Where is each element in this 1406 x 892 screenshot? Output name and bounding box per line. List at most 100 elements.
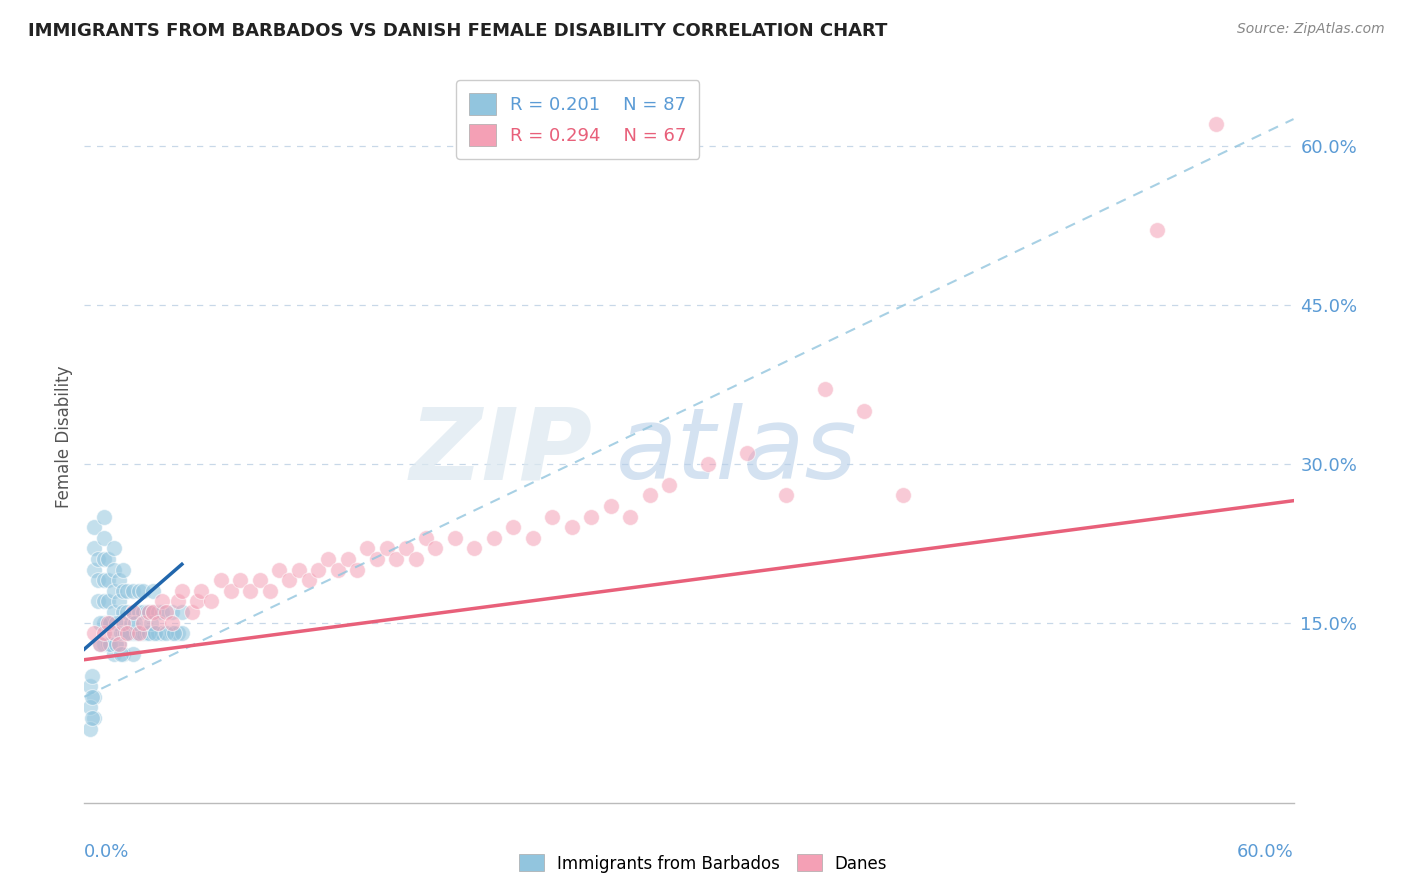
Point bbox=[444, 531, 467, 545]
Point bbox=[89, 637, 111, 651]
Point bbox=[143, 626, 166, 640]
Point bbox=[83, 541, 105, 556]
Point bbox=[128, 605, 150, 619]
Point bbox=[138, 626, 160, 640]
Point bbox=[167, 594, 190, 608]
Legend: R = 0.201    N = 87, R = 0.294    N = 67: R = 0.201 N = 87, R = 0.294 N = 67 bbox=[456, 80, 699, 159]
Point bbox=[697, 457, 720, 471]
Point bbox=[79, 700, 101, 714]
Point bbox=[98, 637, 121, 651]
Point bbox=[186, 594, 208, 608]
Point bbox=[658, 477, 681, 491]
Point bbox=[190, 583, 212, 598]
Point bbox=[209, 573, 232, 587]
Point bbox=[93, 552, 115, 566]
Point bbox=[170, 583, 193, 598]
Point bbox=[108, 637, 131, 651]
Point bbox=[142, 605, 165, 619]
Point bbox=[814, 383, 837, 397]
Point bbox=[163, 626, 186, 640]
Point bbox=[1146, 223, 1168, 237]
Point bbox=[98, 615, 121, 630]
Point bbox=[128, 626, 150, 640]
Point bbox=[638, 488, 661, 502]
Point bbox=[97, 573, 120, 587]
Point bbox=[561, 520, 583, 534]
Point bbox=[200, 594, 222, 608]
Point bbox=[83, 711, 105, 725]
Point bbox=[1205, 117, 1227, 131]
Point bbox=[346, 563, 368, 577]
Point bbox=[117, 626, 139, 640]
Point bbox=[298, 573, 321, 587]
Point bbox=[219, 583, 242, 598]
Point bbox=[118, 626, 141, 640]
Point bbox=[288, 563, 311, 577]
Text: 60.0%: 60.0% bbox=[1237, 843, 1294, 861]
Point bbox=[89, 637, 111, 651]
Point bbox=[103, 626, 125, 640]
Point bbox=[114, 626, 136, 640]
Point bbox=[122, 605, 145, 619]
Legend: Immigrants from Barbados, Danes: Immigrants from Barbados, Danes bbox=[512, 847, 894, 880]
Point bbox=[316, 552, 339, 566]
Point bbox=[108, 637, 131, 651]
Point bbox=[395, 541, 418, 556]
Point bbox=[249, 573, 271, 587]
Point bbox=[112, 648, 135, 662]
Text: Source: ZipAtlas.com: Source: ZipAtlas.com bbox=[1237, 22, 1385, 37]
Point bbox=[737, 446, 759, 460]
Point bbox=[128, 583, 150, 598]
Point bbox=[108, 615, 131, 630]
Point bbox=[385, 552, 408, 566]
Point bbox=[160, 615, 183, 630]
Point bbox=[93, 615, 115, 630]
Point bbox=[375, 541, 398, 556]
Point bbox=[122, 626, 145, 640]
Point bbox=[581, 509, 603, 524]
Point bbox=[103, 563, 125, 577]
Point bbox=[160, 605, 183, 619]
Point bbox=[155, 605, 177, 619]
Point bbox=[160, 626, 183, 640]
Point bbox=[125, 626, 148, 640]
Point bbox=[148, 605, 170, 619]
Point bbox=[180, 605, 202, 619]
Point bbox=[93, 573, 115, 587]
Point bbox=[463, 541, 485, 556]
Point bbox=[117, 605, 139, 619]
Point bbox=[155, 626, 177, 640]
Point bbox=[120, 615, 142, 630]
Point bbox=[356, 541, 378, 556]
Point bbox=[170, 605, 193, 619]
Point bbox=[112, 626, 135, 640]
Point bbox=[104, 637, 127, 651]
Point bbox=[103, 626, 125, 640]
Point bbox=[112, 615, 135, 630]
Point bbox=[122, 605, 145, 619]
Point bbox=[132, 583, 155, 598]
Point bbox=[117, 583, 139, 598]
Point bbox=[148, 626, 170, 640]
Point bbox=[112, 563, 135, 577]
Point bbox=[87, 594, 110, 608]
Point bbox=[170, 626, 193, 640]
Point bbox=[82, 711, 104, 725]
Point bbox=[93, 509, 115, 524]
Point bbox=[97, 637, 120, 651]
Point bbox=[142, 626, 165, 640]
Point bbox=[97, 594, 120, 608]
Point bbox=[150, 626, 173, 640]
Point bbox=[82, 690, 104, 704]
Point bbox=[83, 690, 105, 704]
Point bbox=[600, 499, 623, 513]
Point bbox=[307, 563, 329, 577]
Point bbox=[79, 722, 101, 736]
Point bbox=[122, 583, 145, 598]
Point bbox=[482, 531, 505, 545]
Point bbox=[405, 552, 427, 566]
Point bbox=[269, 563, 291, 577]
Point bbox=[541, 509, 564, 524]
Point bbox=[142, 605, 165, 619]
Point bbox=[93, 594, 115, 608]
